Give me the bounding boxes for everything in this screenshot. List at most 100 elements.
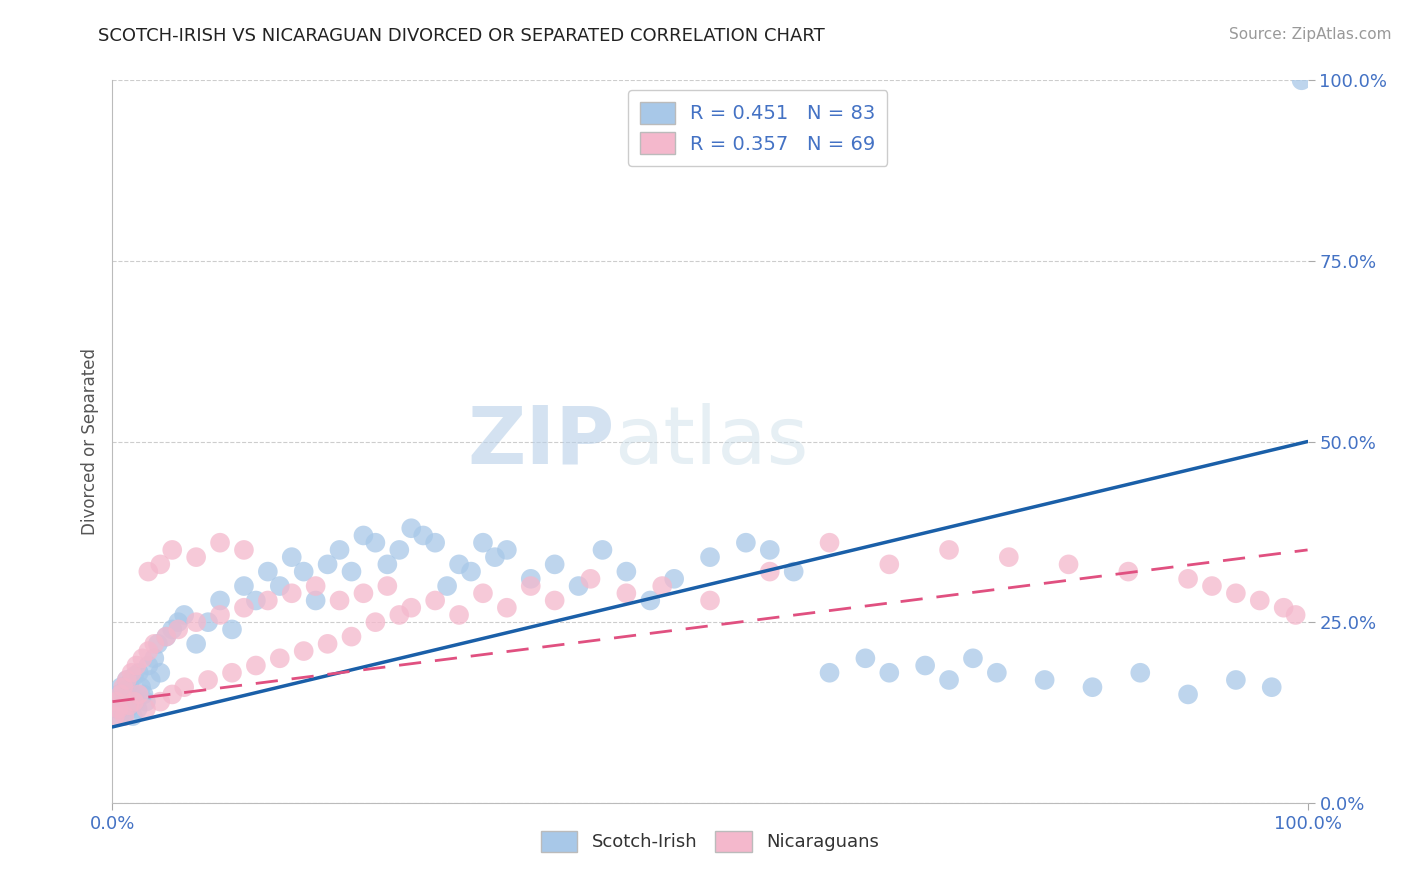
Scotch-Irish bbox=[818, 665, 841, 680]
Nicaraguans bbox=[388, 607, 411, 622]
Nicaraguans bbox=[316, 637, 339, 651]
Scotch-Irish bbox=[112, 691, 135, 706]
Nicaraguans bbox=[281, 586, 304, 600]
Nicaraguans bbox=[305, 579, 328, 593]
Scotch-Irish bbox=[377, 558, 399, 572]
Scotch-Irish bbox=[186, 637, 208, 651]
Nicaraguans bbox=[107, 702, 129, 716]
Scotch-Irish bbox=[155, 630, 177, 644]
Nicaraguans bbox=[162, 542, 183, 557]
Scotch-Irish bbox=[129, 680, 152, 694]
Nicaraguans bbox=[377, 579, 399, 593]
Text: ZIP: ZIP bbox=[467, 402, 614, 481]
Scotch-Irish bbox=[699, 550, 721, 565]
Scotch-Irish bbox=[1261, 680, 1284, 694]
Scotch-Irish bbox=[167, 615, 190, 630]
Scotch-Irish bbox=[914, 658, 936, 673]
Scotch-Irish bbox=[117, 702, 139, 716]
Nicaraguans bbox=[149, 558, 172, 572]
Scotch-Irish bbox=[664, 572, 686, 586]
Nicaraguans bbox=[125, 658, 148, 673]
Scotch-Irish bbox=[640, 593, 662, 607]
Scotch-Irish bbox=[120, 695, 142, 709]
Nicaraguans bbox=[186, 550, 208, 565]
Text: atlas: atlas bbox=[614, 402, 808, 481]
Nicaraguans bbox=[699, 593, 721, 607]
Scotch-Irish bbox=[1177, 687, 1199, 701]
Nicaraguans bbox=[1272, 600, 1295, 615]
Scotch-Irish bbox=[127, 702, 149, 716]
Nicaraguans bbox=[1177, 572, 1199, 586]
Scotch-Irish bbox=[149, 665, 172, 680]
Nicaraguans bbox=[209, 535, 232, 549]
Nicaraguans bbox=[221, 665, 243, 680]
Scotch-Irish bbox=[221, 623, 243, 637]
Scotch-Irish bbox=[759, 542, 782, 557]
Text: SCOTCH-IRISH VS NICARAGUAN DIVORCED OR SEPARATED CORRELATION CHART: SCOTCH-IRISH VS NICARAGUAN DIVORCED OR S… bbox=[98, 27, 825, 45]
Scotch-Irish bbox=[132, 687, 155, 701]
Scotch-Irish bbox=[114, 706, 136, 720]
Scotch-Irish bbox=[114, 683, 135, 698]
Nicaraguans bbox=[449, 607, 471, 622]
Scotch-Irish bbox=[484, 550, 506, 565]
Nicaraguans bbox=[938, 542, 960, 557]
Scotch-Irish bbox=[592, 542, 614, 557]
Scotch-Irish bbox=[962, 651, 984, 665]
Scotch-Irish bbox=[128, 665, 150, 680]
Nicaraguans bbox=[245, 658, 267, 673]
Nicaraguans bbox=[818, 535, 841, 549]
Nicaraguans bbox=[998, 550, 1021, 565]
Nicaraguans bbox=[1057, 558, 1080, 572]
Nicaraguans bbox=[269, 651, 291, 665]
Text: Source: ZipAtlas.com: Source: ZipAtlas.com bbox=[1229, 27, 1392, 42]
Scotch-Irish bbox=[104, 695, 127, 709]
Nicaraguans bbox=[292, 644, 315, 658]
Scotch-Irish bbox=[340, 565, 363, 579]
Scotch-Irish bbox=[783, 565, 806, 579]
Scotch-Irish bbox=[197, 615, 219, 630]
Nicaraguans bbox=[128, 687, 150, 701]
Scotch-Irish bbox=[108, 709, 131, 723]
Nicaraguans bbox=[425, 593, 447, 607]
Nicaraguans bbox=[173, 680, 195, 694]
Nicaraguans bbox=[233, 600, 256, 615]
Scotch-Irish bbox=[449, 558, 471, 572]
Scotch-Irish bbox=[401, 521, 423, 535]
Scotch-Irish bbox=[146, 637, 169, 651]
Scotch-Irish bbox=[245, 593, 267, 607]
Scotch-Irish bbox=[105, 702, 128, 716]
Scotch-Irish bbox=[1225, 673, 1247, 687]
Nicaraguans bbox=[1285, 607, 1308, 622]
Scotch-Irish bbox=[1081, 680, 1104, 694]
Nicaraguans bbox=[135, 702, 157, 716]
Scotch-Irish bbox=[143, 651, 166, 665]
Scotch-Irish bbox=[568, 579, 591, 593]
Scotch-Irish bbox=[520, 572, 543, 586]
Nicaraguans bbox=[143, 637, 166, 651]
Nicaraguans bbox=[186, 615, 208, 630]
Scotch-Irish bbox=[388, 542, 411, 557]
Nicaraguans bbox=[520, 579, 543, 593]
Nicaraguans bbox=[651, 579, 673, 593]
Scotch-Irish bbox=[111, 698, 134, 713]
Scotch-Irish bbox=[496, 542, 519, 557]
Scotch-Irish bbox=[353, 528, 375, 542]
Nicaraguans bbox=[340, 630, 363, 644]
Scotch-Irish bbox=[329, 542, 352, 557]
Scotch-Irish bbox=[121, 687, 143, 701]
Nicaraguans bbox=[114, 709, 135, 723]
Legend: Scotch-Irish, Nicaraguans: Scotch-Irish, Nicaraguans bbox=[534, 823, 886, 859]
Nicaraguans bbox=[257, 593, 280, 607]
Nicaraguans bbox=[197, 673, 219, 687]
Scotch-Irish bbox=[425, 535, 447, 549]
Scotch-Irish bbox=[472, 535, 495, 549]
Nicaraguans bbox=[138, 644, 160, 658]
Nicaraguans bbox=[879, 558, 901, 572]
Nicaraguans bbox=[759, 565, 782, 579]
Y-axis label: Divorced or Separated: Divorced or Separated bbox=[80, 348, 98, 535]
Scotch-Irish bbox=[122, 669, 145, 683]
Nicaraguans bbox=[353, 586, 375, 600]
Nicaraguans bbox=[1201, 579, 1223, 593]
Nicaraguans bbox=[401, 600, 423, 615]
Nicaraguans bbox=[1249, 593, 1271, 607]
